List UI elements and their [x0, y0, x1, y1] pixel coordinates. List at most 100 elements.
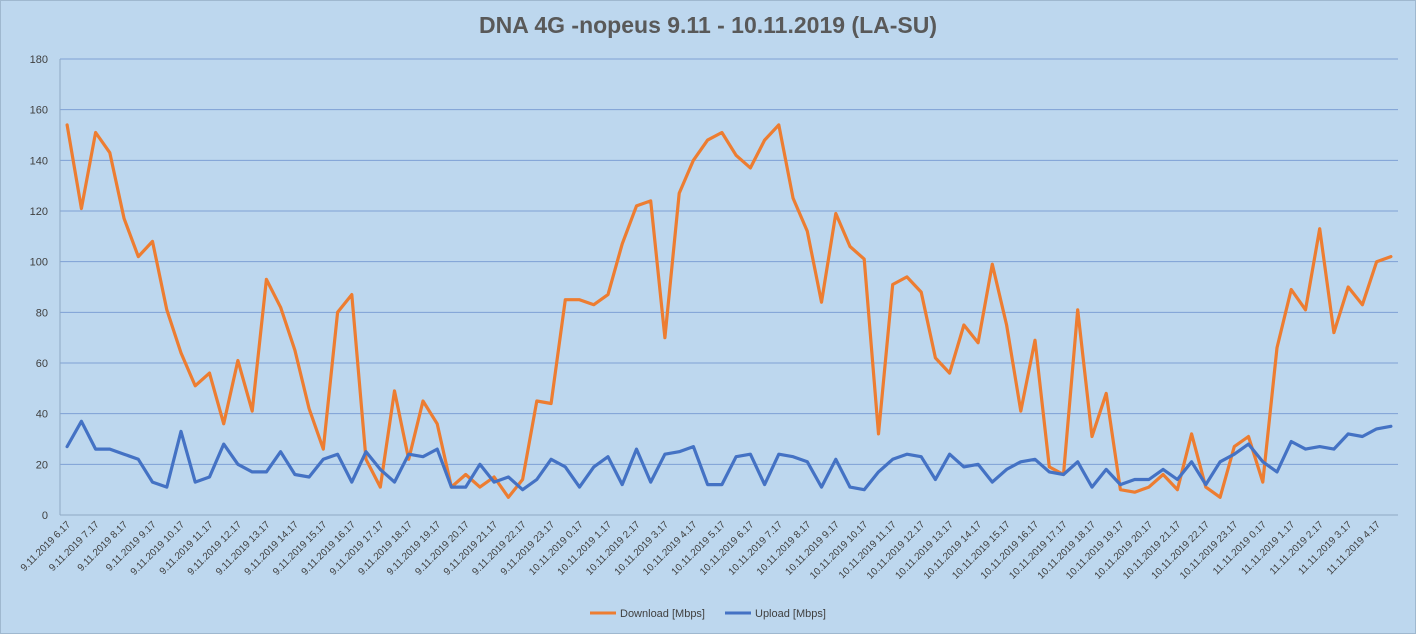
data-point: [976, 463, 980, 466]
data-point: [1176, 488, 1179, 491]
data-point: [151, 240, 154, 243]
data-point: [1361, 435, 1364, 438]
data-point: [791, 197, 795, 200]
data-point: [436, 422, 439, 425]
data-point: [578, 298, 581, 301]
x-tick-label: 9.11.2019 8.17: [76, 519, 131, 574]
data-point: [194, 480, 197, 484]
x-tick-label: 9.11.2019 9.17: [104, 519, 159, 574]
data-point: [891, 458, 894, 461]
data-point: [137, 255, 140, 258]
data-point: [1204, 485, 1208, 489]
data-point: [1105, 392, 1108, 395]
data-point: [777, 123, 781, 127]
data-point: [677, 192, 681, 195]
data-point: [863, 257, 866, 261]
data-point: [820, 301, 823, 304]
y-axis-ticks: 0 20 40 60 80 100 120 140 160 180: [30, 54, 48, 522]
data-point: [592, 303, 595, 306]
data-point: [1147, 478, 1151, 481]
data-point: [749, 453, 752, 456]
data-point: [905, 453, 909, 456]
data-point: [1389, 255, 1393, 258]
data-point: [1133, 491, 1136, 494]
data-point: [621, 242, 624, 246]
data-point: [692, 445, 695, 448]
legend-label: Download [Mbps]: [620, 608, 705, 620]
data-point: [1090, 435, 1094, 438]
data-point: [279, 450, 282, 453]
data-point: [564, 298, 567, 301]
data-point: [1346, 285, 1350, 289]
data-point: [1105, 468, 1108, 471]
data-point: [165, 485, 168, 489]
data-point: [1304, 447, 1307, 451]
gridlines: [59, 58, 1398, 516]
data-point: [1048, 470, 1051, 474]
data-point: [250, 470, 254, 474]
data-point: [265, 470, 268, 474]
y-tick-label: 60: [36, 358, 48, 370]
data-point: [606, 455, 610, 458]
data-point: [1275, 470, 1279, 474]
data-point: [322, 458, 325, 461]
data-point: [734, 154, 738, 157]
data-point: [863, 488, 866, 491]
data-point: [777, 453, 781, 456]
y-tick-label: 140: [30, 155, 48, 167]
data-point: [65, 123, 69, 127]
data-point: [222, 442, 225, 446]
data-point: [492, 475, 496, 479]
data-point: [848, 245, 852, 248]
data-point: [322, 447, 325, 451]
y-tick-label: 100: [30, 257, 48, 269]
data-point: [1161, 473, 1165, 476]
data-point: [1033, 339, 1037, 342]
data-point: [962, 465, 966, 469]
data-point: [151, 480, 154, 484]
y-tick-label: 160: [30, 105, 48, 117]
data-point: [734, 455, 738, 458]
data-point: [478, 485, 482, 489]
data-point: [1261, 480, 1264, 484]
data-point: [1048, 465, 1051, 469]
data-point: [179, 351, 183, 355]
data-point: [364, 450, 368, 453]
data-point: [379, 468, 382, 471]
data-point: [507, 475, 510, 479]
data-point: [564, 465, 567, 469]
data-point: [80, 207, 83, 210]
y-tick-label: 0: [42, 510, 48, 522]
data-point: [649, 480, 652, 484]
data-point: [279, 306, 282, 309]
data-point: [336, 311, 339, 314]
data-point: [250, 409, 254, 413]
data-point: [122, 217, 126, 220]
data-point: [1218, 460, 1222, 463]
series-lines: [65, 123, 1393, 499]
data-point: [720, 131, 724, 134]
data-point: [1332, 447, 1336, 451]
data-point: [991, 480, 994, 484]
data-point: [934, 356, 937, 360]
x-tick-label: 11.11.2019 4.17: [1325, 519, 1383, 577]
data-point: [1275, 346, 1279, 349]
legend: Download [Mbps] Upload [Mbps]: [590, 608, 826, 620]
data-point: [535, 478, 539, 481]
y-tick-label: 80: [36, 307, 48, 319]
data-point: [1304, 308, 1307, 311]
series-line-upload: [65, 419, 1393, 492]
data-point: [1346, 432, 1350, 436]
data-point: [1247, 435, 1250, 438]
data-point: [806, 460, 809, 463]
data-point: [934, 478, 937, 481]
data-point: [108, 151, 112, 154]
data-point: [791, 455, 795, 458]
data-point: [692, 159, 695, 162]
data-point: [208, 475, 211, 479]
data-point: [521, 478, 524, 481]
data-point: [1218, 496, 1222, 499]
data-point: [976, 341, 980, 344]
data-point: [1318, 445, 1321, 448]
